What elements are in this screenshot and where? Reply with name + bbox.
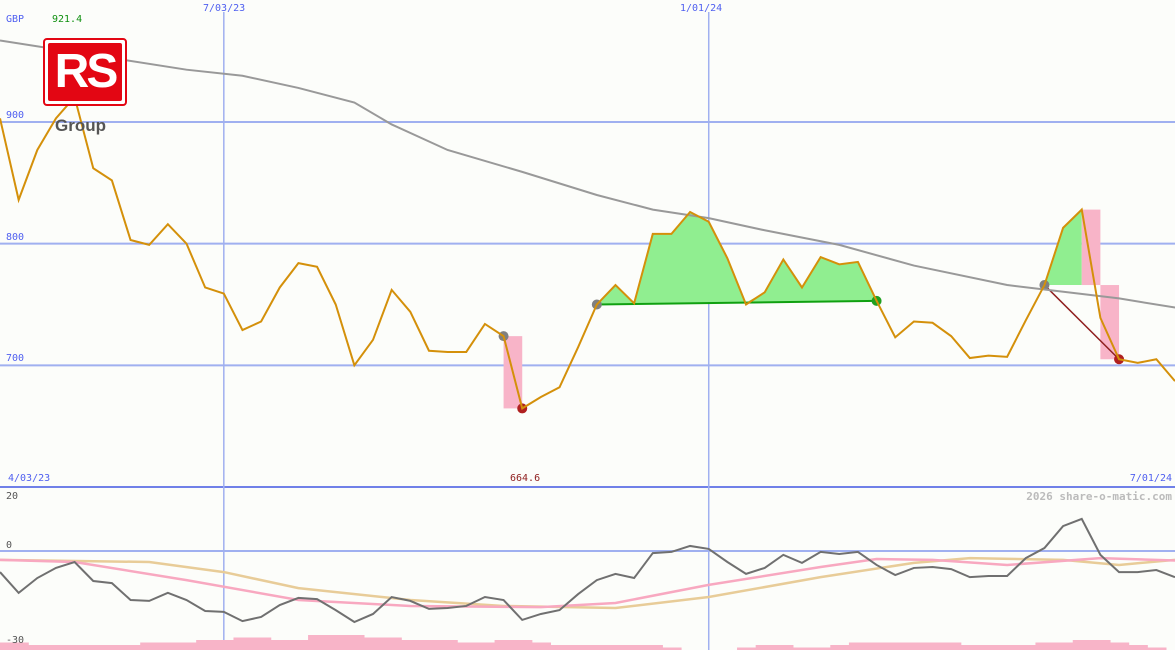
volume-bar <box>811 647 831 650</box>
volume-bar <box>979 645 999 650</box>
currency-label: GBP <box>6 14 25 25</box>
copyright: 2026 share-o-matic.com <box>1026 490 1172 503</box>
volume-bar <box>531 642 552 650</box>
volume-bar <box>401 640 421 650</box>
volume-bar <box>1128 645 1148 650</box>
volume-bar <box>158 642 179 650</box>
volume-bar <box>28 645 48 650</box>
start-date-label: 4/03/23 <box>8 473 51 484</box>
volume-bar <box>177 642 197 650</box>
y-tick-label: 800 <box>6 232 25 243</box>
volume-bar <box>121 645 141 650</box>
volume-bar <box>196 640 216 650</box>
volume-bar <box>1054 642 1074 650</box>
price-line <box>0 94 1175 410</box>
volume-bar <box>326 635 346 650</box>
volume-bar <box>102 645 123 650</box>
volume-bar <box>942 642 962 650</box>
momentum-line <box>0 517 1175 624</box>
logo-text: RS <box>48 43 122 101</box>
volume-bar <box>867 642 887 650</box>
volume-bar <box>364 637 384 650</box>
volume-bar <box>1110 642 1130 650</box>
volume-bar <box>569 645 589 650</box>
volume-bar <box>382 637 402 650</box>
x-tick-label: 7/03/23 <box>203 3 246 14</box>
volume-bar <box>0 642 11 650</box>
volume-bar <box>233 637 253 650</box>
volume-bar <box>214 640 234 650</box>
volume-bar <box>1035 642 1055 650</box>
min-price-label: 664.6 <box>510 473 541 484</box>
volume-bar <box>270 640 290 650</box>
y-tick-label: 900 <box>6 110 25 121</box>
moving-average-line <box>0 39 1175 309</box>
volume-bar <box>960 645 980 650</box>
volume-bar <box>886 642 906 650</box>
buy-zone <box>596 212 877 305</box>
sell-trendline <box>1043 284 1120 360</box>
sell-zone <box>1100 285 1120 360</box>
volume-bar <box>1147 647 1167 650</box>
volume-bar <box>438 640 458 650</box>
volume-bar <box>289 640 309 650</box>
volume-bar <box>513 640 533 650</box>
volume-bar <box>308 635 328 650</box>
volume-bar <box>923 642 943 650</box>
volume-bar <box>792 647 813 650</box>
volume-bar <box>1072 640 1092 650</box>
sell-zone <box>1081 209 1101 286</box>
volume-bar <box>65 645 85 650</box>
volume-bar <box>587 645 607 650</box>
volume-bar <box>662 647 682 650</box>
volume-bar <box>494 640 514 650</box>
volume-bar <box>252 637 272 650</box>
x-tick-label: 1/01/24 <box>680 3 723 14</box>
logo-subtext: Group <box>55 116 106 135</box>
volume-bar <box>755 645 775 650</box>
volume-bar <box>998 645 1018 650</box>
volume-bar <box>774 645 794 650</box>
buy-zone <box>1044 209 1082 286</box>
volume-bar <box>737 647 757 650</box>
volume-bar <box>904 642 925 650</box>
y-tick-label: 700 <box>6 353 25 364</box>
volume-bar <box>625 645 645 650</box>
buy-trendline <box>596 299 877 306</box>
volume-bar <box>345 635 365 650</box>
volume-bar <box>606 645 626 650</box>
osc-tick-label: -30 <box>6 635 25 646</box>
osc-tick-label: 20 <box>6 491 19 502</box>
volume-bar <box>140 642 160 650</box>
volume-bar <box>1016 645 1036 650</box>
volume-bar <box>848 642 869 650</box>
volume-bar <box>9 642 29 650</box>
osc-tick-label: 0 <box>6 540 13 551</box>
volume-bar <box>419 640 440 650</box>
volume-bar <box>1091 640 1111 650</box>
volume-bar <box>830 645 850 650</box>
volume-bar <box>84 645 104 650</box>
volume-bar <box>550 645 570 650</box>
max-price-label: 921.4 <box>52 14 83 25</box>
volume-bar <box>475 642 496 650</box>
volume-bar <box>643 645 663 650</box>
rs-group-logo: RS Group <box>43 38 127 136</box>
volume-bar <box>457 642 477 650</box>
osc-fast-line <box>0 556 1175 609</box>
end-date-label: 7/01/24 <box>1129 473 1172 484</box>
volume-bar <box>46 645 67 650</box>
osc-slow-line <box>0 556 1175 610</box>
